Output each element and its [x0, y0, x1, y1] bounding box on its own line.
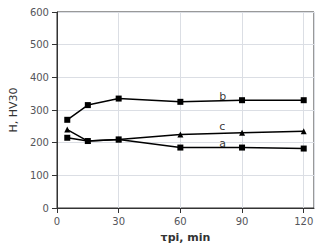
svg-text:500: 500 — [30, 39, 49, 50]
svg-text:120: 120 — [294, 216, 313, 227]
svg-text:0: 0 — [54, 216, 60, 227]
svg-text:c: c — [219, 120, 225, 133]
svg-text:60: 60 — [174, 216, 187, 227]
svg-text:a: a — [219, 137, 226, 150]
svg-text:τpi, min: τpi, min — [161, 231, 211, 244]
svg-text:300: 300 — [30, 105, 49, 116]
svg-text:90: 90 — [236, 216, 249, 227]
svg-text:30: 30 — [112, 216, 125, 227]
svg-text:H, HV30: H, HV30 — [7, 87, 20, 132]
svg-text:0: 0 — [43, 203, 49, 214]
svg-text:400: 400 — [30, 72, 49, 83]
svg-text:200: 200 — [30, 137, 49, 148]
svg-text:600: 600 — [30, 7, 49, 18]
svg-text:100: 100 — [30, 170, 49, 181]
svg-text:b: b — [219, 89, 227, 103]
